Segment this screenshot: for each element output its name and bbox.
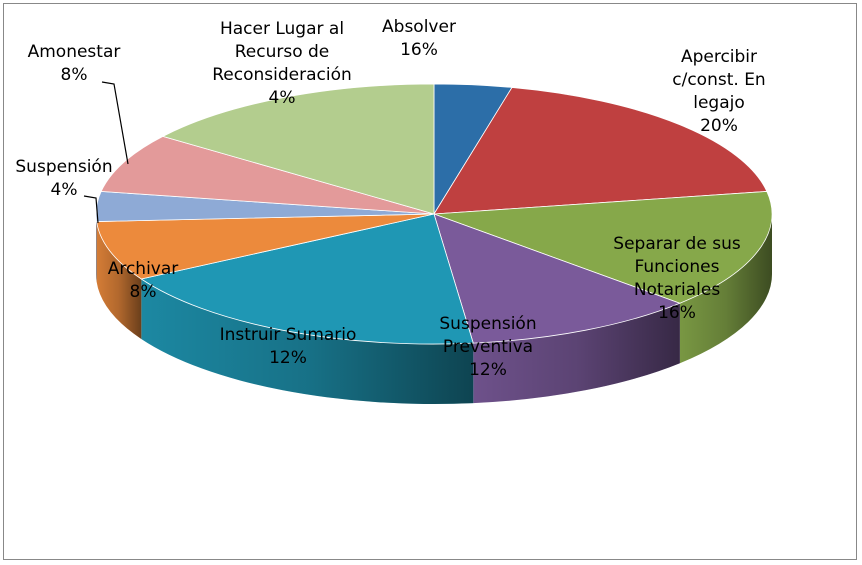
slice-label-line: Hacer Lugar al (220, 19, 344, 39)
slice-label-absolver: Absolver 16% (382, 17, 456, 60)
slice-label-line: Absolver (382, 17, 456, 37)
slice-label-apercibir-c-const-en-legajo: Apercibir c/const. En legajo 20% (672, 47, 765, 136)
slice-label-line: Notariales (634, 280, 721, 300)
slice-label-line: 16% (400, 40, 438, 60)
pie-tops (95, 83, 773, 345)
pie-slice-amonestar (100, 135, 435, 215)
pie-side-shade-separar-de-sus-funciones-notariales (679, 214, 772, 364)
slice-label-archivar: Archivar 8% (108, 259, 179, 302)
pie-sides (96, 214, 772, 404)
slice-label-line: 16% (658, 303, 696, 323)
slice-label-line: 8% (61, 65, 88, 85)
pie-slice-apercibir-c-const-en-legajo (433, 87, 768, 215)
slice-label-line: Archivar (108, 259, 179, 279)
leader-line-suspension (83, 195, 99, 224)
pie-chart: Absolver 16% Apercibir c/const. En legajo 20%… (15, 17, 773, 404)
pie-slice-archivar (96, 213, 435, 280)
slice-label-separar-de-sus-funciones-notariales: Separar de sus Funciones Notariales 16% (613, 234, 741, 323)
slice-label-line: 8% (130, 282, 157, 302)
slice-label-line: 4% (51, 180, 78, 200)
slice-label-line: Instruir Sumario (220, 325, 357, 345)
pie-side-shade-suspension-preventiva (473, 303, 680, 404)
slice-label-amonestar: Amonestar 8% (28, 42, 121, 85)
pie-side-shade-archivar (96, 221, 142, 339)
slice-label-line: 4% (269, 88, 296, 108)
slice-label-line: Separar de sus (613, 234, 741, 254)
slice-labels: Absolver 16% Apercibir c/const. En legajo 20%… (15, 17, 765, 380)
slice-label-line: 20% (700, 116, 738, 136)
slice-label-line: Apercibir (681, 47, 757, 67)
slice-label-line: Recurso de (235, 42, 330, 62)
leader-lines (83, 81, 129, 224)
slice-label-line: Funciones (635, 257, 720, 277)
slice-label-line: c/const. En (672, 70, 765, 90)
pie-slice-separar-de-sus-funciones-notariales (433, 191, 773, 304)
slice-label-line: Reconsideración (212, 65, 352, 85)
pie-slice-instruir-sumario (140, 213, 474, 345)
pie-side-shade-instruir-sumario (141, 279, 474, 404)
slice-label-suspension: Suspensión 4% (15, 157, 112, 200)
pie-slice-hacer-lugar-al-recurso-de-reconsideracion (161, 83, 435, 215)
slice-label-line: Suspensión (15, 157, 112, 177)
pie-slice-suspension-preventiva (433, 213, 681, 344)
slice-label-line: Suspensión (439, 314, 536, 334)
slice-label-line: Preventiva (443, 337, 533, 357)
slice-label-suspension-preventiva: Suspensión Preventiva 12% (439, 314, 536, 380)
slice-label-line: 12% (469, 360, 507, 380)
pie-side-shade-suspension (96, 214, 97, 282)
slice-label-line: legajo (693, 93, 745, 113)
slice-label-instruir-sumario: Instruir Sumario 12% (220, 325, 357, 368)
slice-label-line: Amonestar (28, 42, 121, 62)
chart-frame: Absolver 16% Apercibir c/const. En legajo 20%… (3, 3, 857, 560)
slice-label-hacer-lugar-al-recurso-de-reconsideracion: Hacer Lugar al Recurso de Reconsideración 4… (212, 19, 352, 108)
slice-label-line: 12% (269, 348, 307, 368)
leader-line-amonestar (101, 81, 129, 165)
